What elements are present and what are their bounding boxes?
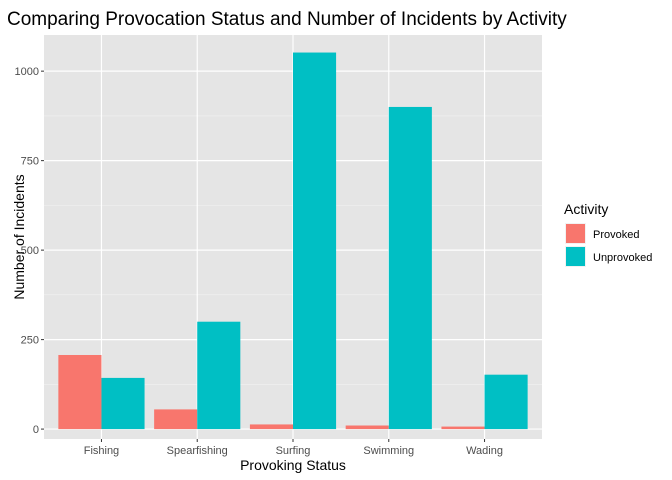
bar-provoked-swimming — [345, 425, 389, 430]
y-tick-label: 0 — [33, 424, 39, 436]
bar-unprovoked-spearfishing — [197, 321, 241, 430]
x-tick-label: Wading — [466, 445, 503, 457]
legend-title: Activity — [564, 201, 608, 217]
y-axis-title: Number of Incidents — [11, 174, 27, 299]
x-axis-title: Provoking Status — [240, 457, 346, 473]
legend-swatch-provoked — [566, 224, 585, 243]
axis-ticks — [41, 70, 486, 442]
bar-provoked-spearfishing — [154, 409, 198, 430]
legend-swatch-unprovoked — [566, 247, 585, 266]
bar-unprovoked-wading — [484, 374, 528, 430]
bar-provoked-surfing — [249, 424, 293, 430]
x-tick-label: Spearfishing — [167, 445, 228, 457]
y-tick-label: 500 — [21, 245, 39, 257]
y-tick-label: 250 — [21, 335, 39, 347]
legend-label-unprovoked: Unprovoked — [593, 252, 652, 264]
bar-provoked-wading — [441, 426, 485, 430]
y-tick-label: 750 — [21, 156, 39, 168]
bar-unprovoked-surfing — [293, 52, 337, 430]
x-tick-label: Swimming — [363, 445, 414, 457]
bar-provoked-fishing — [58, 354, 102, 430]
legend-items: Provoked Unprovoked — [565, 223, 652, 267]
x-tick-labels: Fishing Spearfishing Surfing Swimming Wading — [84, 445, 503, 457]
bars — [58, 52, 528, 430]
x-tick-label: Surfing — [276, 445, 311, 457]
y-tick-labels: 0 250 500 750 1000 — [15, 66, 39, 436]
x-tick-label: Fishing — [84, 445, 119, 457]
legend-label-provoked: Provoked — [593, 229, 639, 241]
bar-unprovoked-fishing — [101, 377, 145, 430]
chart-title: Comparing Provocation Status and Number … — [7, 9, 567, 30]
y-tick-label: 1000 — [15, 66, 39, 78]
bar-unprovoked-swimming — [388, 106, 432, 430]
legend: Activity Provoked Unprovoked — [564, 201, 652, 267]
